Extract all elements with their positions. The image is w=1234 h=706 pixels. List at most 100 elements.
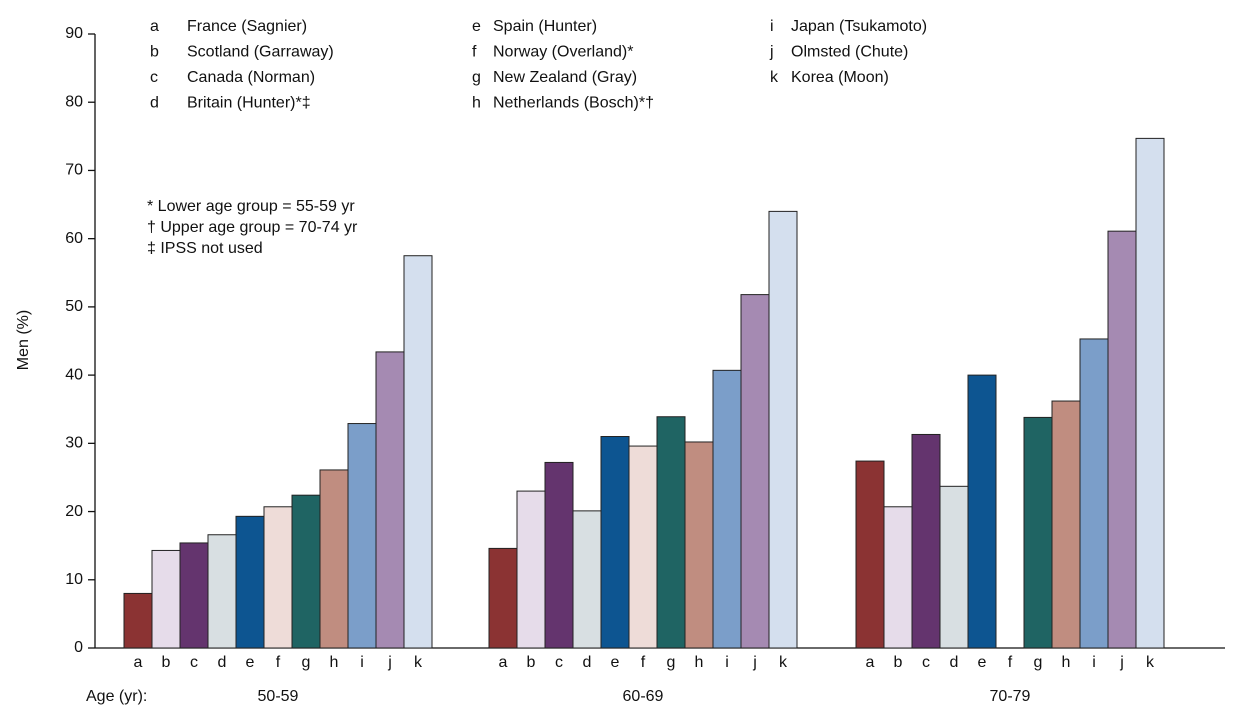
y-tick-label: 70 [65, 162, 83, 179]
x-tick-label: f [276, 654, 281, 671]
y-tick-label: 80 [65, 93, 83, 110]
bar [319, 469, 349, 649]
bar [1023, 416, 1053, 649]
bar [712, 369, 742, 649]
x-tick-label: h [1062, 654, 1071, 671]
x-axis-label: Age (yr): [86, 688, 147, 705]
x-tick-label: b [894, 654, 903, 671]
y-tick-label: 60 [65, 230, 83, 247]
legend-label: Canada (Norman) [187, 69, 315, 86]
x-tick-label: i [1092, 654, 1096, 671]
legend-label: Spain (Hunter) [493, 18, 597, 35]
bar [1135, 137, 1165, 649]
legend-label: France (Sagnier) [187, 18, 307, 35]
bar [740, 294, 770, 649]
x-tick-label: c [555, 654, 563, 671]
legend-letter: i [770, 18, 774, 35]
bar [207, 534, 237, 649]
legend-letter: c [150, 69, 158, 86]
legend-letter: f [472, 44, 477, 61]
x-tick-label: j [387, 654, 392, 671]
x-tick-label: k [779, 654, 788, 671]
bar [684, 441, 714, 649]
legend-letter: d [150, 95, 159, 112]
bar [263, 506, 293, 649]
x-tick-label: c [190, 654, 198, 671]
x-tick-label: f [1008, 654, 1013, 671]
bar [911, 433, 941, 649]
bar [1051, 400, 1081, 649]
x-tick-label: k [414, 654, 423, 671]
bar [235, 515, 265, 649]
bar [544, 461, 574, 649]
bar [347, 423, 377, 649]
legend-label: Japan (Tsukamoto) [791, 18, 927, 35]
bar [403, 255, 433, 649]
bar [1107, 230, 1137, 649]
y-tick-label: 50 [65, 298, 83, 315]
x-tick-label: g [302, 654, 311, 671]
x-tick-label: a [499, 654, 508, 671]
x-tick-label: e [978, 654, 987, 671]
bar [768, 210, 798, 649]
bar [291, 494, 321, 649]
x-tick-label: k [1146, 654, 1155, 671]
x-tick-label: a [134, 654, 143, 671]
x-tick-label: i [725, 654, 729, 671]
x-tick-label: c [922, 654, 930, 671]
bar [375, 351, 405, 649]
legend-letter: j [769, 44, 774, 61]
bar [939, 485, 969, 649]
legend-letter: b [150, 44, 159, 61]
x-tick-label: e [246, 654, 255, 671]
legend-letter: e [472, 18, 481, 35]
x-tick-label: j [752, 654, 757, 671]
x-tick-label: g [667, 654, 676, 671]
legend-letter: h [472, 95, 481, 112]
legend-label: New Zealand (Gray) [493, 69, 637, 86]
note: ‡ IPSS not used [147, 240, 263, 257]
y-tick-label: 30 [65, 435, 83, 452]
y-tick-label: 0 [74, 639, 83, 656]
x-tick-label: d [950, 654, 959, 671]
legend-label: Norway (Overland)* [493, 44, 633, 61]
x-tick-label: e [611, 654, 620, 671]
x-tick-label: f [641, 654, 646, 671]
y-tick-label: 90 [65, 25, 83, 42]
bar [516, 490, 546, 649]
x-tick-label: b [527, 654, 536, 671]
bar [179, 542, 209, 649]
legend-letter: k [770, 69, 779, 86]
bar [628, 445, 658, 649]
legend-letter: g [472, 69, 481, 86]
group-label: 70-79 [990, 688, 1031, 705]
x-tick-label: d [218, 654, 227, 671]
legend-label: Korea (Moon) [791, 69, 889, 86]
group-label: 50-59 [258, 688, 299, 705]
x-tick-label: g [1034, 654, 1043, 671]
legend-label: Olmsted (Chute) [791, 44, 908, 61]
y-tick-label: 20 [65, 503, 83, 520]
legend-label: Netherlands (Bosch)*† [493, 95, 654, 112]
bar [1079, 338, 1109, 649]
y-axis-label: Men (%) [15, 310, 32, 370]
y-tick-label: 10 [65, 571, 83, 588]
x-tick-label: i [360, 654, 364, 671]
x-tick-label: h [330, 654, 339, 671]
note: * Lower age group = 55-59 yr [147, 198, 355, 215]
x-tick-label: d [583, 654, 592, 671]
note: † Upper age group = 70-74 yr [147, 219, 358, 236]
bar [572, 510, 602, 649]
bar [488, 547, 518, 649]
legend-letter: a [150, 18, 159, 35]
x-tick-label: b [162, 654, 171, 671]
bar [600, 436, 630, 649]
bar [656, 416, 686, 649]
x-tick-label: a [866, 654, 875, 671]
group-label: 60-69 [623, 688, 664, 705]
bar [151, 549, 181, 649]
bar [883, 506, 913, 649]
bar [855, 460, 885, 649]
legend-label: Britain (Hunter)*‡ [187, 95, 311, 112]
